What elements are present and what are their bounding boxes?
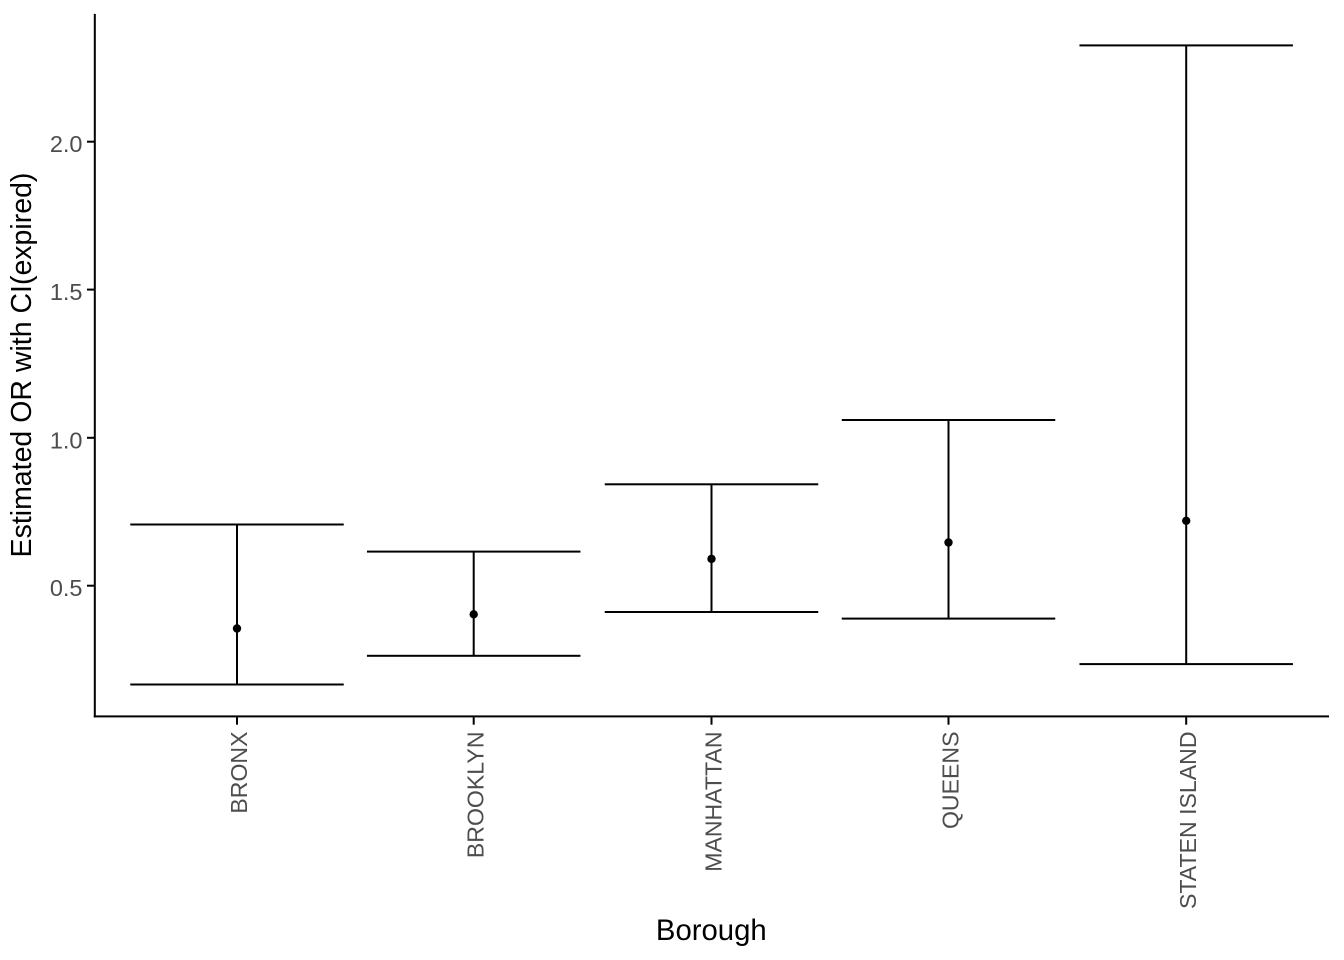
svg-text:MANHATTAN: MANHATTAN bbox=[701, 732, 727, 872]
svg-text:BRONX: BRONX bbox=[226, 732, 252, 814]
svg-text:BROOKLYN: BROOKLYN bbox=[463, 732, 489, 859]
svg-text:Borough: Borough bbox=[656, 914, 767, 947]
svg-text:STATEN ISLAND: STATEN ISLAND bbox=[1175, 732, 1201, 910]
svg-text:0.5: 0.5 bbox=[50, 575, 83, 601]
svg-text:Estimated OR with CI(expired): Estimated OR with CI(expired) bbox=[6, 173, 38, 558]
svg-text:QUEENS: QUEENS bbox=[938, 732, 964, 830]
svg-text:1.0: 1.0 bbox=[50, 427, 83, 453]
svg-text:2.0: 2.0 bbox=[50, 131, 83, 157]
svg-text:1.5: 1.5 bbox=[50, 279, 83, 305]
